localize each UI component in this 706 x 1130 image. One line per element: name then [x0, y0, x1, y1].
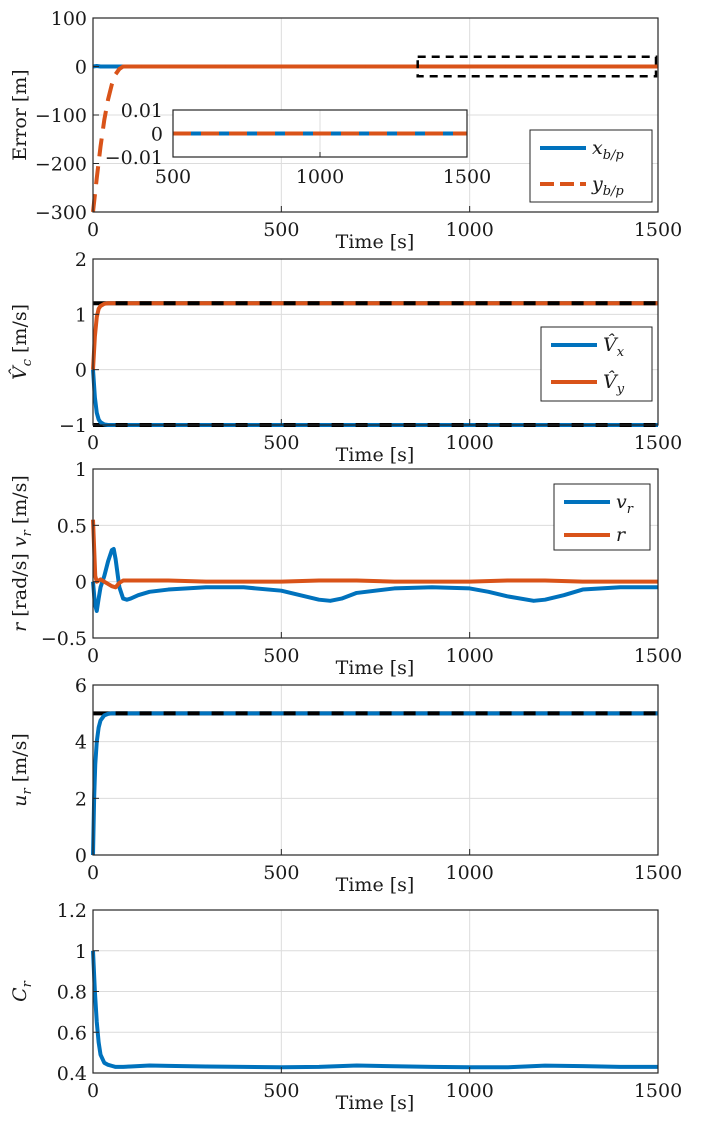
x-axis-label: Time [s] — [336, 1092, 415, 1114]
x-tick-label: 1500 — [634, 862, 682, 884]
series-line-cr-0 — [91, 950, 658, 1070]
legend-label: V̂x — [603, 334, 625, 360]
legend-box — [540, 326, 653, 402]
y-axis-label: Error [m] — [9, 69, 31, 160]
y-tick-label: −0.5 — [41, 628, 87, 650]
x-tick-label: 1000 — [445, 1080, 493, 1102]
y-axis-label-text: ur [m/s] — [9, 733, 35, 807]
inset-y-tick-label: −0.01 — [105, 147, 163, 169]
x-axis-label: Time [s] — [336, 444, 415, 466]
y-tick-label: −200 — [35, 154, 87, 176]
inset-x-tick-label: 1500 — [443, 166, 491, 188]
legend-label: vr — [616, 491, 634, 517]
inset-plot: 500 1000 1500 0.010−0.01 — [105, 100, 491, 188]
y-tick-label: 2 — [75, 788, 87, 810]
x-tick-label: 500 — [263, 219, 299, 241]
y-tick-label: 1 — [75, 941, 87, 963]
y-tick-label: 1 — [75, 304, 87, 326]
y-axis-label: ur [m/s] — [9, 733, 35, 807]
legend-label: xb/p — [592, 137, 624, 163]
inset-y-tick-label: 0.01 — [121, 100, 163, 122]
legend-label: V̂y — [603, 371, 625, 397]
x-tick-label: 1500 — [634, 1080, 682, 1102]
y-tick-label: 100 — [51, 8, 87, 30]
x-tick-label: 0 — [87, 862, 99, 884]
x-tick-label: 1000 — [445, 862, 493, 884]
x-tick-label: 1500 — [634, 219, 682, 241]
axes-box — [92, 258, 659, 426]
zoom-box — [416, 55, 658, 78]
x-tick-label: 0 — [87, 219, 99, 241]
x-tick-label: 0 — [87, 432, 99, 454]
x-tick-label: 1000 — [445, 645, 493, 667]
x-tick-label: 1000 — [445, 219, 493, 241]
series-line-current-1 — [91, 301, 658, 370]
y-axis-label: V̂c [m/s] — [9, 304, 35, 380]
y-tick-label: 0 — [75, 360, 87, 382]
series-line-vr-r-1 — [91, 519, 658, 590]
x-tick-label: 500 — [263, 1080, 299, 1102]
y-tick-label: 0.8 — [57, 982, 87, 1004]
axes-box — [92, 468, 659, 639]
inset-y-tick-label: 0 — [151, 124, 163, 146]
x-tick-label: 1500 — [634, 432, 682, 454]
series-line-surge-0 — [91, 711, 658, 856]
y-axis-label-text: Error [m] — [9, 69, 31, 160]
y-tick-label: 0.6 — [57, 1022, 87, 1044]
y-tick-label: 0 — [75, 572, 87, 594]
y-tick-label: 1 — [75, 459, 87, 481]
y-axis-label: r [rad/s] vr [m/s] — [9, 475, 35, 632]
x-tick-label: 1500 — [634, 645, 682, 667]
legend-label: r — [616, 524, 627, 546]
y-axis-label: Cr — [9, 980, 35, 1002]
x-axis-label: Time [s] — [336, 874, 415, 896]
x-tick-label: 1000 — [445, 432, 493, 454]
legend-box — [529, 129, 653, 203]
y-tick-label: 1.2 — [57, 900, 87, 922]
y-tick-label: 6 — [75, 675, 87, 697]
x-axis-label: Time [s] — [336, 231, 415, 253]
y-axis-label-text: V̂c [m/s] — [9, 304, 35, 380]
y-tick-label: −100 — [35, 105, 87, 127]
x-tick-label: 500 — [263, 645, 299, 667]
series-line-error-1 — [91, 64, 658, 213]
axes-box — [92, 684, 659, 856]
x-tick-label: 500 — [263, 432, 299, 454]
y-tick-label: 4 — [75, 732, 87, 754]
legend: vr r — [553, 483, 651, 551]
chart-panel-cr: 0 500 1000 1500 1.2 1 0.8 0.6 0.4 Time [s] Cr — [9, 900, 682, 1114]
x-tick-label: 0 — [87, 1080, 99, 1102]
x-tick-label: 0 — [87, 645, 99, 667]
legend: V̂x V̂y — [540, 326, 653, 402]
legend-label: yb/p — [591, 173, 624, 199]
y-tick-label: 0.4 — [57, 1063, 87, 1085]
y-tick-label: 0.5 — [57, 515, 87, 537]
x-tick-label: 500 — [263, 862, 299, 884]
inset-x-tick-label: 500 — [155, 166, 191, 188]
inset-x-tick-label: 1000 — [296, 166, 344, 188]
y-tick-label: −1 — [59, 415, 87, 437]
y-tick-label: 0 — [75, 845, 87, 867]
legend-box — [553, 483, 651, 551]
x-axis-label: Time [s] — [336, 657, 415, 679]
y-axis-label-text: r [rad/s] vr [m/s] — [9, 475, 35, 632]
y-tick-label: 0 — [75, 57, 87, 79]
y-axis-label-text: Cr — [9, 980, 35, 1002]
y-tick-label: −300 — [35, 202, 87, 224]
series-line-vr-r-0 — [91, 546, 658, 613]
chart-panel-surge: 0 500 1000 1500 6 4 2 0 Time [s] ur [m/s] — [9, 675, 682, 896]
y-tick-label: 2 — [75, 249, 87, 271]
legend: xb/p yb/p — [529, 129, 653, 203]
